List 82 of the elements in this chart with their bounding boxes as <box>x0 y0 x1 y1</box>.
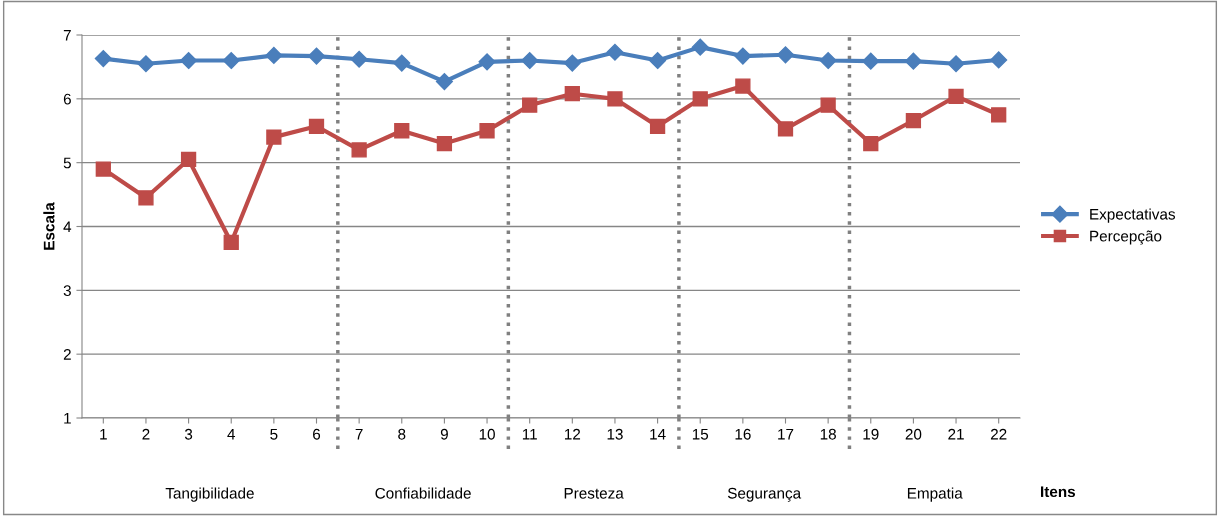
point <box>265 46 283 64</box>
text: Tangibilidade <box>165 487 254 502</box>
point <box>223 234 239 251</box>
x-tick-label: 11 <box>522 428 537 440</box>
point <box>990 51 1008 69</box>
point <box>820 97 836 113</box>
point <box>266 129 282 145</box>
point <box>905 112 922 129</box>
x-tick-label: 9 <box>440 428 448 440</box>
x-tick-label: 20 <box>905 428 922 440</box>
legend-label: Expectativas <box>1090 208 1176 223</box>
point <box>819 51 837 70</box>
text: Presteza <box>564 488 624 499</box>
x-tick-label: 10 <box>479 428 495 440</box>
y-tick-label: 7 <box>63 30 71 41</box>
point <box>991 107 1007 123</box>
point <box>307 47 326 65</box>
text: Empatia <box>907 487 963 502</box>
point <box>863 135 879 152</box>
x-tick-label: 12 <box>564 428 581 440</box>
x-tick-label: 21 <box>948 428 964 440</box>
y-tick-label: 6 <box>63 93 71 105</box>
y-axis-title: Escala <box>43 202 55 250</box>
y-tick-label: 3 <box>63 285 71 297</box>
point <box>649 51 667 70</box>
point <box>564 86 580 102</box>
point <box>351 142 367 158</box>
x-tick-label: 22 <box>990 428 1007 440</box>
x-tick-label: 13 <box>607 428 623 440</box>
point <box>137 55 155 73</box>
point <box>563 54 581 72</box>
x-tick-label: 5 <box>270 428 278 440</box>
point <box>692 91 708 107</box>
x-tick-label: 6 <box>313 428 321 440</box>
text: Segurança <box>727 487 802 502</box>
point <box>735 78 751 94</box>
point <box>308 118 325 134</box>
point <box>180 51 198 70</box>
y-tick-label: 4 <box>63 221 72 233</box>
point <box>777 121 794 137</box>
x-axis-title: Itens <box>1041 486 1076 498</box>
x-tick-label: 2 <box>142 428 150 440</box>
point <box>394 123 410 139</box>
x-tick-label: 16 <box>735 428 751 440</box>
point <box>95 161 111 177</box>
point <box>948 88 964 104</box>
point <box>521 51 539 70</box>
x-tick-label: 4 <box>227 428 236 440</box>
point <box>649 118 666 134</box>
x-tick-label: 8 <box>398 428 406 440</box>
point <box>435 73 453 91</box>
text: Confiabilidade <box>375 487 471 499</box>
point <box>734 47 752 65</box>
point <box>350 50 368 68</box>
x-tick-label: 15 <box>692 428 709 440</box>
point <box>222 51 240 70</box>
x-tick-label: 14 <box>650 428 666 440</box>
x-tick-label: 19 <box>863 428 879 440</box>
point <box>606 43 624 61</box>
point <box>393 54 411 72</box>
x-tick-label: 1 <box>100 428 107 440</box>
y-tick-label: 5 <box>63 157 71 169</box>
point <box>691 38 709 56</box>
point <box>138 190 154 206</box>
x-tick-label: 17 <box>778 428 794 440</box>
x-tick-label: 7 <box>355 428 363 440</box>
point <box>180 151 197 168</box>
y-tick-label: 2 <box>63 349 71 360</box>
point <box>904 52 922 70</box>
point <box>478 53 496 71</box>
point <box>479 123 495 139</box>
y-tick-label: 1 <box>64 413 71 424</box>
point <box>947 55 965 73</box>
x-tick-label: 18 <box>820 428 836 440</box>
x-tick-label: 3 <box>184 428 193 440</box>
point <box>522 97 538 113</box>
legend-label: Percepção <box>1090 230 1162 245</box>
point <box>776 46 795 64</box>
point <box>436 135 453 152</box>
point <box>607 91 623 107</box>
point <box>862 52 880 70</box>
point <box>94 50 112 68</box>
